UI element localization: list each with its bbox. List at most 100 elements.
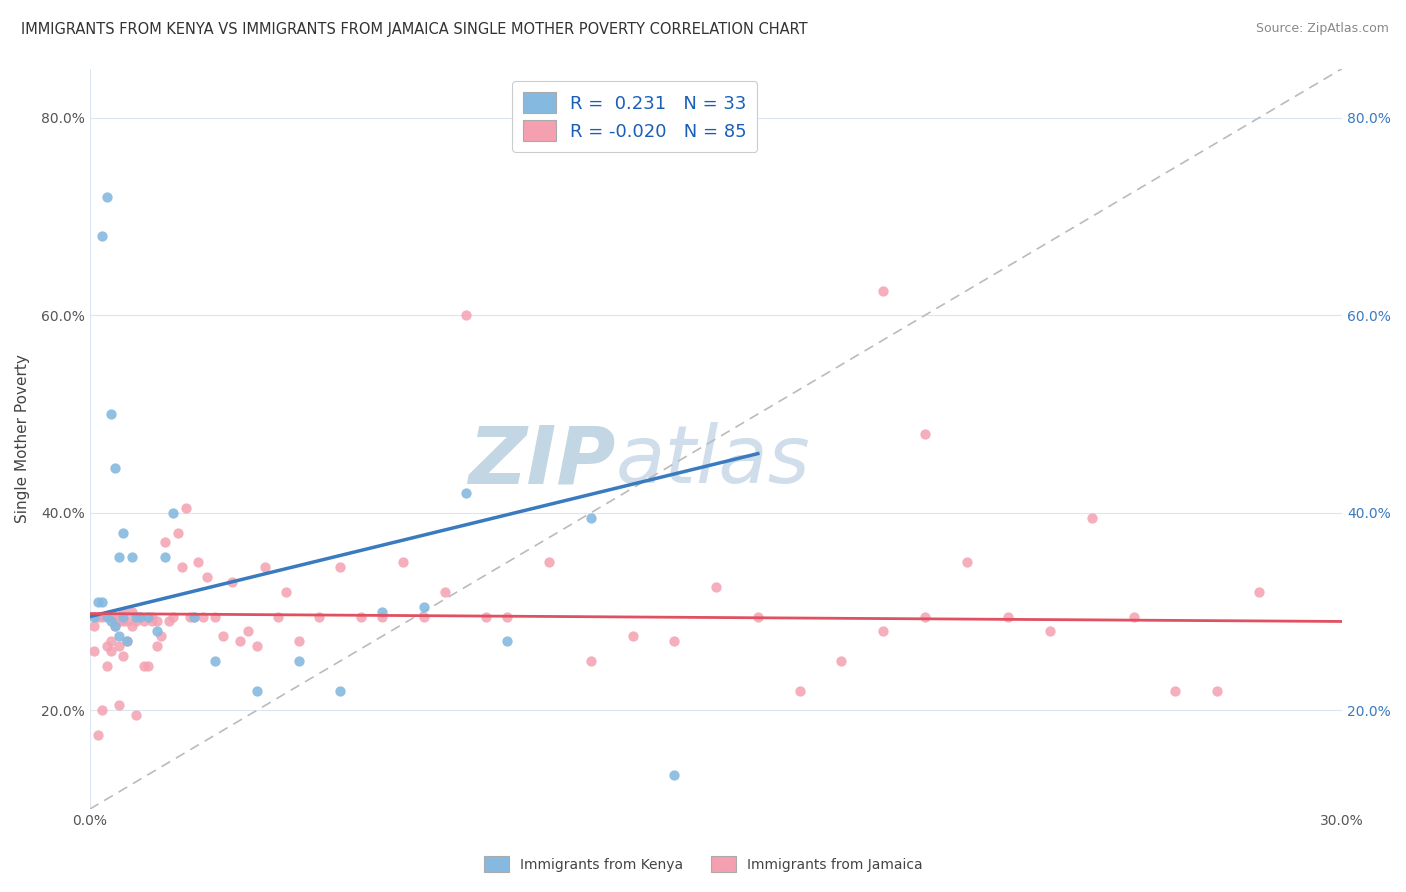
Point <box>145 639 167 653</box>
Point <box>108 550 131 565</box>
Point <box>1206 683 1229 698</box>
Point <box>246 683 269 698</box>
Point <box>100 644 122 658</box>
Point <box>83 619 105 633</box>
Point <box>1039 624 1062 639</box>
Point <box>1081 510 1104 524</box>
Point <box>204 654 226 668</box>
Point <box>170 560 193 574</box>
Point <box>454 486 477 500</box>
Point <box>83 609 105 624</box>
Point <box>204 609 226 624</box>
Point <box>179 609 201 624</box>
Point <box>121 550 143 565</box>
Point <box>104 609 127 624</box>
Point <box>195 570 218 584</box>
Point <box>412 599 434 614</box>
Point <box>872 624 894 639</box>
Point <box>108 629 131 643</box>
Point <box>125 615 148 629</box>
Point <box>121 619 143 633</box>
Point <box>153 550 176 565</box>
Point <box>149 629 172 643</box>
Point <box>274 585 297 599</box>
Point <box>100 615 122 629</box>
Point <box>87 609 110 624</box>
Point <box>153 535 176 549</box>
Point <box>166 525 188 540</box>
Point <box>538 555 561 569</box>
Point <box>104 619 127 633</box>
Point <box>117 634 139 648</box>
Point <box>308 609 330 624</box>
Point <box>187 555 209 569</box>
Point <box>997 609 1019 624</box>
Point <box>329 683 352 698</box>
Point <box>664 767 686 781</box>
Point <box>129 609 152 624</box>
Point <box>955 555 977 569</box>
Point <box>246 639 269 653</box>
Text: ZIP: ZIP <box>468 422 616 500</box>
Point <box>91 703 114 717</box>
Point <box>496 634 519 648</box>
Point <box>141 609 163 624</box>
Point <box>475 609 498 624</box>
Point <box>830 654 852 668</box>
Text: IMMIGRANTS FROM KENYA VS IMMIGRANTS FROM JAMAICA SINGLE MOTHER POVERTY CORRELATI: IMMIGRANTS FROM KENYA VS IMMIGRANTS FROM… <box>21 22 807 37</box>
Point <box>141 615 163 629</box>
Point <box>96 639 118 653</box>
Point <box>104 461 127 475</box>
Point <box>872 284 894 298</box>
Point <box>183 609 205 624</box>
Text: atlas: atlas <box>616 422 811 500</box>
Point <box>134 615 156 629</box>
Point <box>112 648 135 663</box>
Point <box>433 585 456 599</box>
Point <box>371 605 394 619</box>
Point <box>157 615 180 629</box>
Point <box>83 644 105 658</box>
Point <box>212 629 235 643</box>
Point <box>174 500 197 515</box>
Text: Source: ZipAtlas.com: Source: ZipAtlas.com <box>1256 22 1389 36</box>
Point <box>108 698 131 713</box>
Point <box>162 609 184 624</box>
Point <box>134 659 156 673</box>
Point <box>914 426 936 441</box>
Point <box>100 634 122 648</box>
Point <box>125 708 148 723</box>
Point <box>496 609 519 624</box>
Point <box>145 624 167 639</box>
Point <box>1164 683 1187 698</box>
Point <box>412 609 434 624</box>
Point <box>704 580 727 594</box>
Point <box>392 555 415 569</box>
Point <box>329 560 352 574</box>
Point <box>125 609 148 624</box>
Point <box>579 510 602 524</box>
Point <box>287 634 309 648</box>
Point <box>96 190 118 204</box>
Point <box>117 615 139 629</box>
Point <box>789 683 811 698</box>
Point <box>100 609 122 624</box>
Y-axis label: Single Mother Poverty: Single Mother Poverty <box>15 354 30 524</box>
Point <box>579 654 602 668</box>
Point <box>91 595 114 609</box>
Point <box>287 654 309 668</box>
Point <box>454 309 477 323</box>
Point <box>621 629 644 643</box>
Point <box>238 624 260 639</box>
Point <box>117 634 139 648</box>
Point <box>183 609 205 624</box>
Point <box>254 560 277 574</box>
Point <box>1122 609 1144 624</box>
Point <box>112 525 135 540</box>
Point <box>91 229 114 244</box>
Point <box>87 595 110 609</box>
Point <box>267 609 290 624</box>
Point <box>371 609 394 624</box>
Point <box>664 634 686 648</box>
Point <box>350 609 373 624</box>
